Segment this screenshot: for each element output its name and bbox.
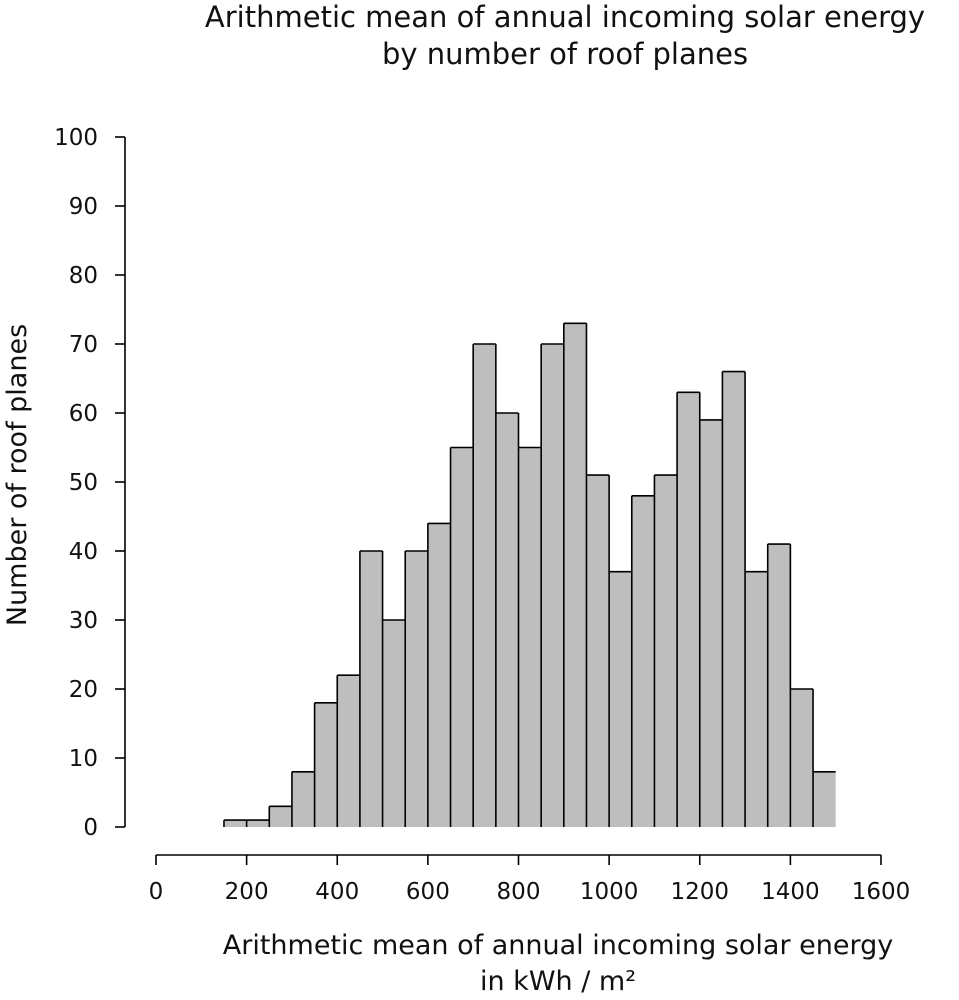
- histogram-bar: [563, 323, 587, 827]
- x-tick-label: 1600: [852, 879, 911, 905]
- y-ticks-group: 0 10 20 30 40 50 60 70 80 90 100: [54, 125, 125, 841]
- histogram-bar: [631, 495, 655, 827]
- histogram-bar: [314, 702, 338, 827]
- histogram-bar: [654, 475, 678, 827]
- histogram-bar: [813, 771, 836, 827]
- y-axis-label: Number of roof planes: [2, 324, 33, 626]
- histogram-bar: [427, 523, 451, 827]
- histogram-bar: [450, 447, 474, 827]
- histogram-bar: [269, 806, 292, 827]
- chart-title-line-2: by number of roof planes: [382, 37, 748, 71]
- x-tick-label: 1000: [580, 879, 639, 905]
- x-tick-label: 1200: [670, 879, 729, 905]
- x-tick-label: 1400: [761, 879, 820, 905]
- histogram-bar: [790, 689, 814, 827]
- x-tick-label: 800: [497, 879, 541, 905]
- y-tick-label: 70: [69, 332, 98, 358]
- histogram-bar: [473, 344, 496, 827]
- y-tick-label: 30: [69, 608, 98, 634]
- chart-title-line-1: Arithmetic mean of annual incoming solar…: [205, 0, 925, 34]
- y-tick-label: 90: [69, 194, 98, 220]
- histogram-bar: [223, 820, 247, 827]
- y-tick-label: 100: [54, 125, 98, 151]
- histogram-bar: [609, 571, 632, 827]
- y-tick-label: 0: [83, 815, 98, 841]
- x-axis-label-line-1: Arithmetic mean of annual incoming solar…: [223, 930, 893, 961]
- histogram-bar: [337, 675, 360, 827]
- histogram-bar: [767, 544, 791, 827]
- x-tick-label: 200: [225, 879, 269, 905]
- x-tick-label: 400: [315, 879, 359, 905]
- histogram-bar: [405, 551, 428, 827]
- histogram-bar: [586, 475, 610, 827]
- histogram-bar: [745, 571, 768, 827]
- histogram-bar: [246, 820, 270, 827]
- x-tick-label: 0: [149, 879, 164, 905]
- y-tick-label: 80: [69, 263, 98, 289]
- bars-group: [223, 322, 836, 827]
- y-tick-label: 10: [69, 746, 98, 772]
- x-tick-label: 600: [406, 879, 450, 905]
- histogram-bar: [677, 392, 700, 827]
- y-tick-label: 50: [69, 470, 98, 496]
- histogram-bar: [291, 771, 315, 827]
- histogram-bar: [541, 344, 564, 827]
- histogram-bar: [382, 620, 406, 827]
- histogram-bar: [359, 551, 383, 827]
- histogram-bar: [699, 419, 723, 827]
- x-axis-label-line-2: in kWh / m²: [480, 966, 636, 997]
- x-ticks-group: 0 200 400 600 800 1000 1200 1400 1600: [149, 855, 911, 905]
- histogram-bar: [518, 447, 542, 827]
- y-tick-label: 60: [69, 401, 98, 427]
- y-tick-label: 40: [69, 539, 98, 565]
- histogram-bar: [722, 371, 746, 827]
- y-tick-label: 20: [69, 677, 98, 703]
- histogram-bar: [495, 413, 519, 827]
